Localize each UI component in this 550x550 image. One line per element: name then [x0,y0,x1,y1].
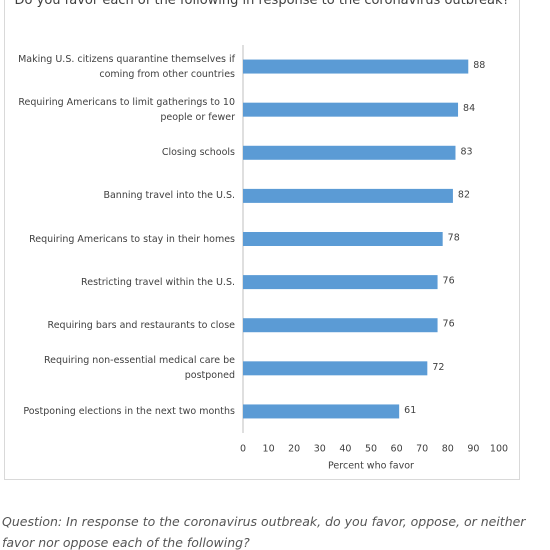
bar [243,59,469,74]
value-label: 83 [460,146,472,157]
x-tick-label: 40 [339,444,351,455]
value-label: 76 [443,276,455,287]
category-label: Requiring non-essential medical care be … [43,355,235,382]
category-label: Requiring Americans to stay in their hom… [29,233,235,245]
x-tick-label: 100 [490,444,508,455]
question: Question: In response to the coronavirus… [2,514,526,550]
bar [243,145,456,160]
x-tick-label: 10 [263,444,275,455]
x-tick-label: 50 [365,444,377,455]
x-tick-label: 90 [467,444,479,455]
bar [243,318,438,333]
x-tick-label: 0 [240,444,246,455]
category-label: Requiring Americans to limit gatherings … [18,96,235,123]
category-label: Restricting travel within the U.S. [81,276,235,288]
x-tick-label: 60 [391,444,403,455]
bar [243,102,459,117]
bar [243,361,428,376]
chart-frame [4,0,520,480]
value-label: 84 [463,103,475,114]
value-label: 82 [458,189,470,200]
category-label: Making U.S. citizens quarantine themselv… [18,53,235,80]
category-label: Postponing elections in the next two mon… [23,405,235,417]
x-tick-label: 80 [442,444,454,455]
x-tick-label: 30 [314,444,326,455]
x-axis-title: Percent who favor [328,461,414,472]
value-label: 78 [448,233,460,244]
value-label: 61 [404,405,416,416]
value-label: 88 [473,60,485,71]
bar [243,275,438,290]
bar [243,188,453,203]
value-label: 76 [443,319,455,330]
value-label: 72 [432,362,444,373]
bar [243,232,443,246]
bar [243,404,400,419]
category-label: Closing schools [161,147,235,159]
category-label: Banning travel into the U.S. [103,190,235,202]
x-tick-label: 20 [288,444,300,455]
x-tick-label: 70 [416,444,428,455]
chart-title: Do you favor each of the following in re… [14,0,510,8]
category-label: Requiring bars and restaurants to close [47,319,235,331]
